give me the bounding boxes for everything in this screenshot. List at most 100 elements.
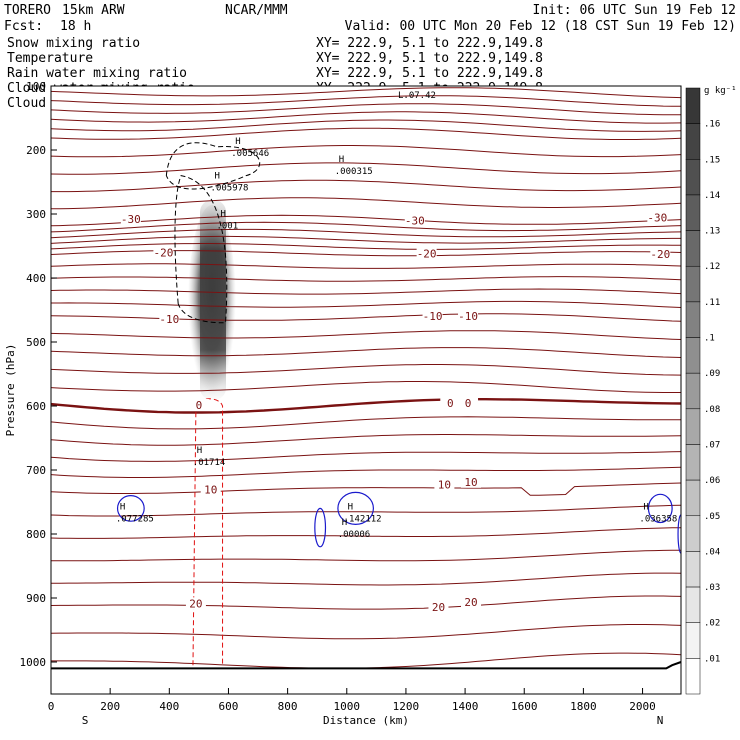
y-tick-label: 100 bbox=[26, 80, 46, 93]
maximum-value: .01714 bbox=[193, 458, 226, 468]
colorbar-segment bbox=[685, 586, 701, 623]
x-tick-label: 0 bbox=[48, 700, 55, 713]
colorbar-segment bbox=[685, 408, 701, 445]
colorbar-segment bbox=[685, 372, 701, 410]
legend-field-name: Temperature bbox=[7, 51, 93, 66]
colorbar-label: .15 bbox=[704, 155, 720, 165]
maximum-value: .142112 bbox=[344, 514, 382, 524]
colorbar-label: .14 bbox=[704, 191, 720, 201]
colorbar-label: .02 bbox=[704, 619, 720, 629]
isotherm-label-bg bbox=[428, 601, 449, 614]
x-tick-label: 200 bbox=[100, 700, 120, 713]
colorbar-segment bbox=[685, 622, 701, 659]
snow-shading-core bbox=[200, 200, 226, 400]
isotherm-label: 20 bbox=[189, 597, 202, 610]
overlap-note: L.07.42 bbox=[398, 91, 436, 101]
colorbar-label: .09 bbox=[704, 369, 720, 379]
colorbar-label: .07 bbox=[704, 440, 720, 450]
plot-background bbox=[51, 86, 681, 694]
isotherm-line bbox=[51, 527, 681, 539]
isotherm-line bbox=[51, 347, 681, 358]
maximum-marker: H bbox=[643, 502, 648, 512]
colorbar-segment bbox=[685, 301, 701, 338]
center-name: NCAR/MMM bbox=[225, 3, 288, 18]
isotherm-line bbox=[51, 504, 681, 517]
colorbar-segment bbox=[685, 194, 701, 231]
cloud-water-contour bbox=[314, 507, 327, 548]
isotherm-label-bg bbox=[120, 212, 141, 225]
isotherm-line bbox=[51, 145, 681, 158]
x-tick-label: 1200 bbox=[393, 700, 420, 713]
isotherm-label: -10 bbox=[423, 310, 443, 323]
colorbar-label: .16 bbox=[704, 120, 720, 130]
isotherm-line bbox=[51, 364, 681, 376]
cloud-water-contour bbox=[647, 493, 673, 524]
isotherm-label: -20 bbox=[417, 247, 437, 260]
cloud-water-contour bbox=[116, 495, 145, 522]
isotherm-label: 0 bbox=[447, 397, 454, 410]
isotherm-label-bg bbox=[458, 397, 479, 410]
isotherm-line bbox=[51, 416, 681, 430]
forecast-hour: 18 h bbox=[60, 19, 91, 34]
valid-time: Valid: 00 UTC Mon 20 Feb 12 (18 CST Sun … bbox=[345, 19, 736, 34]
isotherm-label-bg bbox=[159, 313, 180, 326]
x-tick-label: 600 bbox=[219, 700, 239, 713]
colorbar-segment bbox=[685, 444, 701, 481]
isotherm-line bbox=[51, 276, 681, 282]
isotherm-label-bg bbox=[404, 214, 425, 227]
isotherm-line bbox=[51, 451, 681, 462]
init-time: Init: 06 UTC Sun 19 Feb 12 bbox=[533, 3, 737, 18]
colorbar-label: .13 bbox=[704, 227, 720, 237]
isotherm-line bbox=[51, 228, 681, 239]
y-axis-title: Pressure (hPa) bbox=[4, 344, 17, 437]
isotherm-label: -30 bbox=[121, 213, 141, 226]
colorbar-label: .03 bbox=[704, 583, 720, 593]
isotherm-line bbox=[51, 624, 681, 640]
x-tick-label: 800 bbox=[278, 700, 298, 713]
cloud-ice-contour bbox=[174, 175, 228, 324]
y-tick-label: 200 bbox=[26, 144, 46, 157]
isotherm-line bbox=[51, 221, 681, 233]
y-tick-label: 300 bbox=[26, 208, 46, 221]
isotherm-label: -20 bbox=[153, 247, 173, 260]
isotherm-line bbox=[51, 95, 681, 107]
isotherm-line bbox=[51, 243, 681, 250]
x-tick-label: 400 bbox=[159, 700, 179, 713]
isotherm-label: -10 bbox=[159, 313, 179, 326]
x-tick-label: 1600 bbox=[511, 700, 538, 713]
colorbar-segment bbox=[685, 87, 701, 124]
y-tick-label: 900 bbox=[26, 592, 46, 605]
model-resolution: 15km ARW bbox=[62, 3, 125, 18]
isotherm-label: 10 bbox=[204, 483, 217, 496]
maximum-value: .001 bbox=[216, 221, 238, 231]
colorbar-label: .1 bbox=[704, 334, 715, 344]
colorbar-label: .11 bbox=[704, 298, 720, 308]
isotherm-line bbox=[51, 398, 681, 414]
x-tick-label: 1800 bbox=[570, 700, 597, 713]
colorbar-segment bbox=[685, 159, 701, 196]
isotherm-label-bg bbox=[153, 246, 174, 259]
legend-field-xy: XY= 222.9, 5.1 to 222.9,149.8 bbox=[316, 36, 543, 51]
legend-field-name: Snow mixing ratio bbox=[7, 36, 140, 51]
y-tick-label: 700 bbox=[26, 464, 46, 477]
isotherm-line bbox=[51, 214, 681, 227]
isotherm-line bbox=[51, 330, 681, 340]
isotherm-label-bg bbox=[461, 596, 481, 609]
isotherm-label-bg bbox=[422, 310, 443, 323]
maximum-marker: H bbox=[235, 137, 240, 147]
isotherm-line bbox=[51, 119, 681, 132]
isotherm-line bbox=[51, 288, 681, 295]
plot-frame bbox=[50, 85, 682, 695]
colorbar-segment bbox=[685, 230, 701, 267]
y-tick-label: 400 bbox=[26, 272, 46, 285]
maximum-marker: H bbox=[215, 172, 220, 182]
maximum-marker: H bbox=[197, 446, 202, 456]
isotherm-label-bg bbox=[434, 478, 455, 491]
cloud-water-contour bbox=[337, 491, 374, 525]
isotherm-line bbox=[51, 162, 681, 175]
colorbar: .01 .02 .03 .04 .05 .06 .07 .08 .09 .1 .11 .12 .13 .1… bbox=[685, 86, 737, 695]
x-tick-label: 1000 bbox=[334, 700, 361, 713]
colorbar-segment bbox=[685, 265, 701, 303]
maximum-marker: H bbox=[220, 209, 225, 219]
